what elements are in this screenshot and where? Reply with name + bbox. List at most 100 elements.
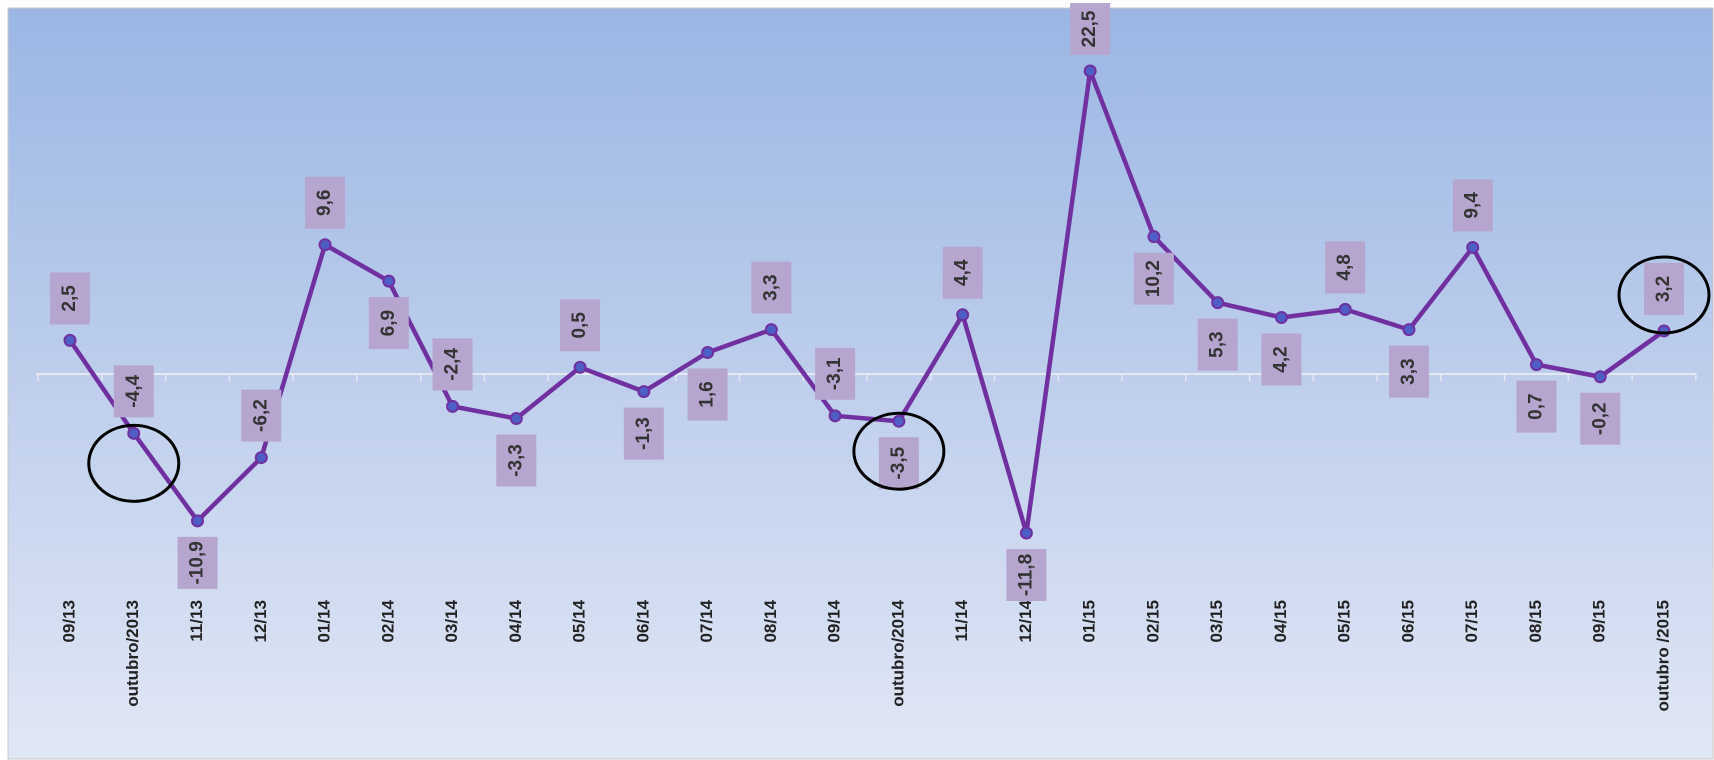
- marker: [318, 238, 332, 252]
- highlight-circle: [1617, 255, 1711, 335]
- data-label: 2,5: [50, 272, 90, 325]
- x-tick-label: 08/15: [1526, 600, 1545, 643]
- data-label-box: [1006, 549, 1047, 601]
- data-label-text: 2,5: [59, 285, 80, 312]
- marker: [1019, 526, 1033, 540]
- x-tick-label: 09/13: [59, 600, 78, 643]
- data-label-box: [1133, 252, 1174, 305]
- marker: [509, 412, 523, 426]
- data-label: -3,5: [878, 437, 919, 490]
- marker: [127, 426, 141, 440]
- data-label-box: [1644, 262, 1684, 315]
- x-tick-label: 03/15: [1207, 600, 1226, 643]
- x-tick-label: 07/14: [697, 599, 716, 642]
- marker: [637, 385, 651, 399]
- x-tick-label: 01/15: [1080, 600, 1099, 643]
- data-label: 0,5: [560, 299, 601, 352]
- data-label-text: -1,3: [633, 417, 654, 450]
- marker: [701, 346, 715, 360]
- x-tick-label: 05/15: [1335, 600, 1354, 643]
- marker: [446, 399, 460, 413]
- highlight-circle: [87, 423, 181, 503]
- marker: [382, 274, 396, 288]
- marker: [1338, 302, 1352, 316]
- data-label-box: [113, 365, 154, 418]
- x-tick-label: 04/15: [1271, 600, 1290, 643]
- x-tick-label: 05/14: [570, 599, 589, 642]
- marker: [1211, 296, 1225, 310]
- data-label-text: 3,2: [1653, 276, 1674, 302]
- data-label: 22,5: [1070, 3, 1111, 55]
- data-label-box: [496, 434, 537, 487]
- data-label-box: [368, 297, 409, 350]
- data-label-box: [1325, 241, 1366, 294]
- x-tick-label: 09/14: [825, 599, 844, 642]
- x-tick-label: 11/13: [187, 600, 206, 642]
- marker: [191, 514, 205, 528]
- data-label-text: -3,5: [888, 446, 909, 479]
- data-label: 4,8: [1325, 241, 1366, 294]
- data-label: 0,7: [1516, 380, 1557, 433]
- data-label-box: [1516, 380, 1557, 433]
- data-label: 3,3: [1388, 345, 1429, 398]
- marker: [764, 323, 778, 337]
- marker: [573, 360, 587, 374]
- marker: [1083, 64, 1097, 78]
- data-label: 3,2: [1644, 262, 1684, 315]
- data-label-text: 3,3: [1398, 358, 1419, 384]
- data-label-box: [1580, 392, 1621, 445]
- data-label-text: 9,4: [1462, 192, 1483, 219]
- x-tick-label: 04/14: [506, 599, 525, 642]
- data-label: -0,2: [1580, 392, 1621, 445]
- data-label-box: [432, 338, 473, 391]
- data-label-box: [1388, 345, 1429, 398]
- data-label-text: -6,2: [250, 399, 271, 432]
- data-label-box: [687, 368, 728, 421]
- data-label-text: 1,6: [697, 381, 718, 407]
- x-tick-label: 01/14: [315, 599, 334, 642]
- data-label-text: -0,2: [1589, 402, 1610, 435]
- data-label-box: [623, 407, 664, 460]
- data-label: 6,9: [368, 297, 409, 350]
- marker: [828, 409, 842, 423]
- x-tick-label: 06/14: [633, 599, 652, 642]
- data-label-box: [241, 389, 282, 442]
- x-tick-label: outubro/2014: [888, 599, 907, 706]
- data-label-text: 4,8: [1334, 254, 1355, 280]
- plot-background: [7, 7, 1714, 760]
- data-label-box: [560, 299, 601, 352]
- marker: [1402, 323, 1416, 337]
- x-tick-label: 12/13: [251, 600, 270, 643]
- data-label-text: -10,9: [187, 541, 208, 584]
- marker: [1529, 358, 1543, 372]
- data-label-box: [50, 272, 90, 325]
- x-tick-label: 07/15: [1462, 600, 1481, 643]
- data-label: -4,4: [113, 365, 154, 418]
- x-tick-label: outubro/2013: [123, 600, 142, 707]
- data-label: -3,3: [496, 434, 537, 487]
- data-label-text: -3,3: [505, 444, 526, 477]
- data-label-box: [305, 176, 346, 229]
- data-label: 4,4: [942, 246, 983, 299]
- data-label-text: 4,2: [1270, 346, 1291, 372]
- data-label: 10,2: [1133, 252, 1174, 305]
- data-label: -1,3: [623, 407, 664, 460]
- marker: [956, 308, 970, 322]
- data-label-text: 0,5: [569, 312, 590, 339]
- data-label-text: -2,4: [442, 348, 463, 381]
- data-label-text: 9,6: [314, 190, 335, 216]
- marker: [892, 414, 906, 428]
- data-label-box: [177, 536, 218, 589]
- data-label-text: 22,5: [1079, 10, 1100, 47]
- data-label-text: 0,7: [1525, 393, 1546, 419]
- x-tick-label: 08/14: [761, 599, 780, 642]
- data-label-text: -11,8: [1015, 554, 1036, 596]
- x-tick-label: 06/15: [1398, 600, 1417, 643]
- data-label: 3,3: [751, 261, 792, 314]
- marker: [1657, 324, 1671, 338]
- x-tick-label: 11/14: [952, 599, 971, 641]
- data-label: 4,2: [1261, 333, 1302, 386]
- data-label-box: [815, 347, 856, 400]
